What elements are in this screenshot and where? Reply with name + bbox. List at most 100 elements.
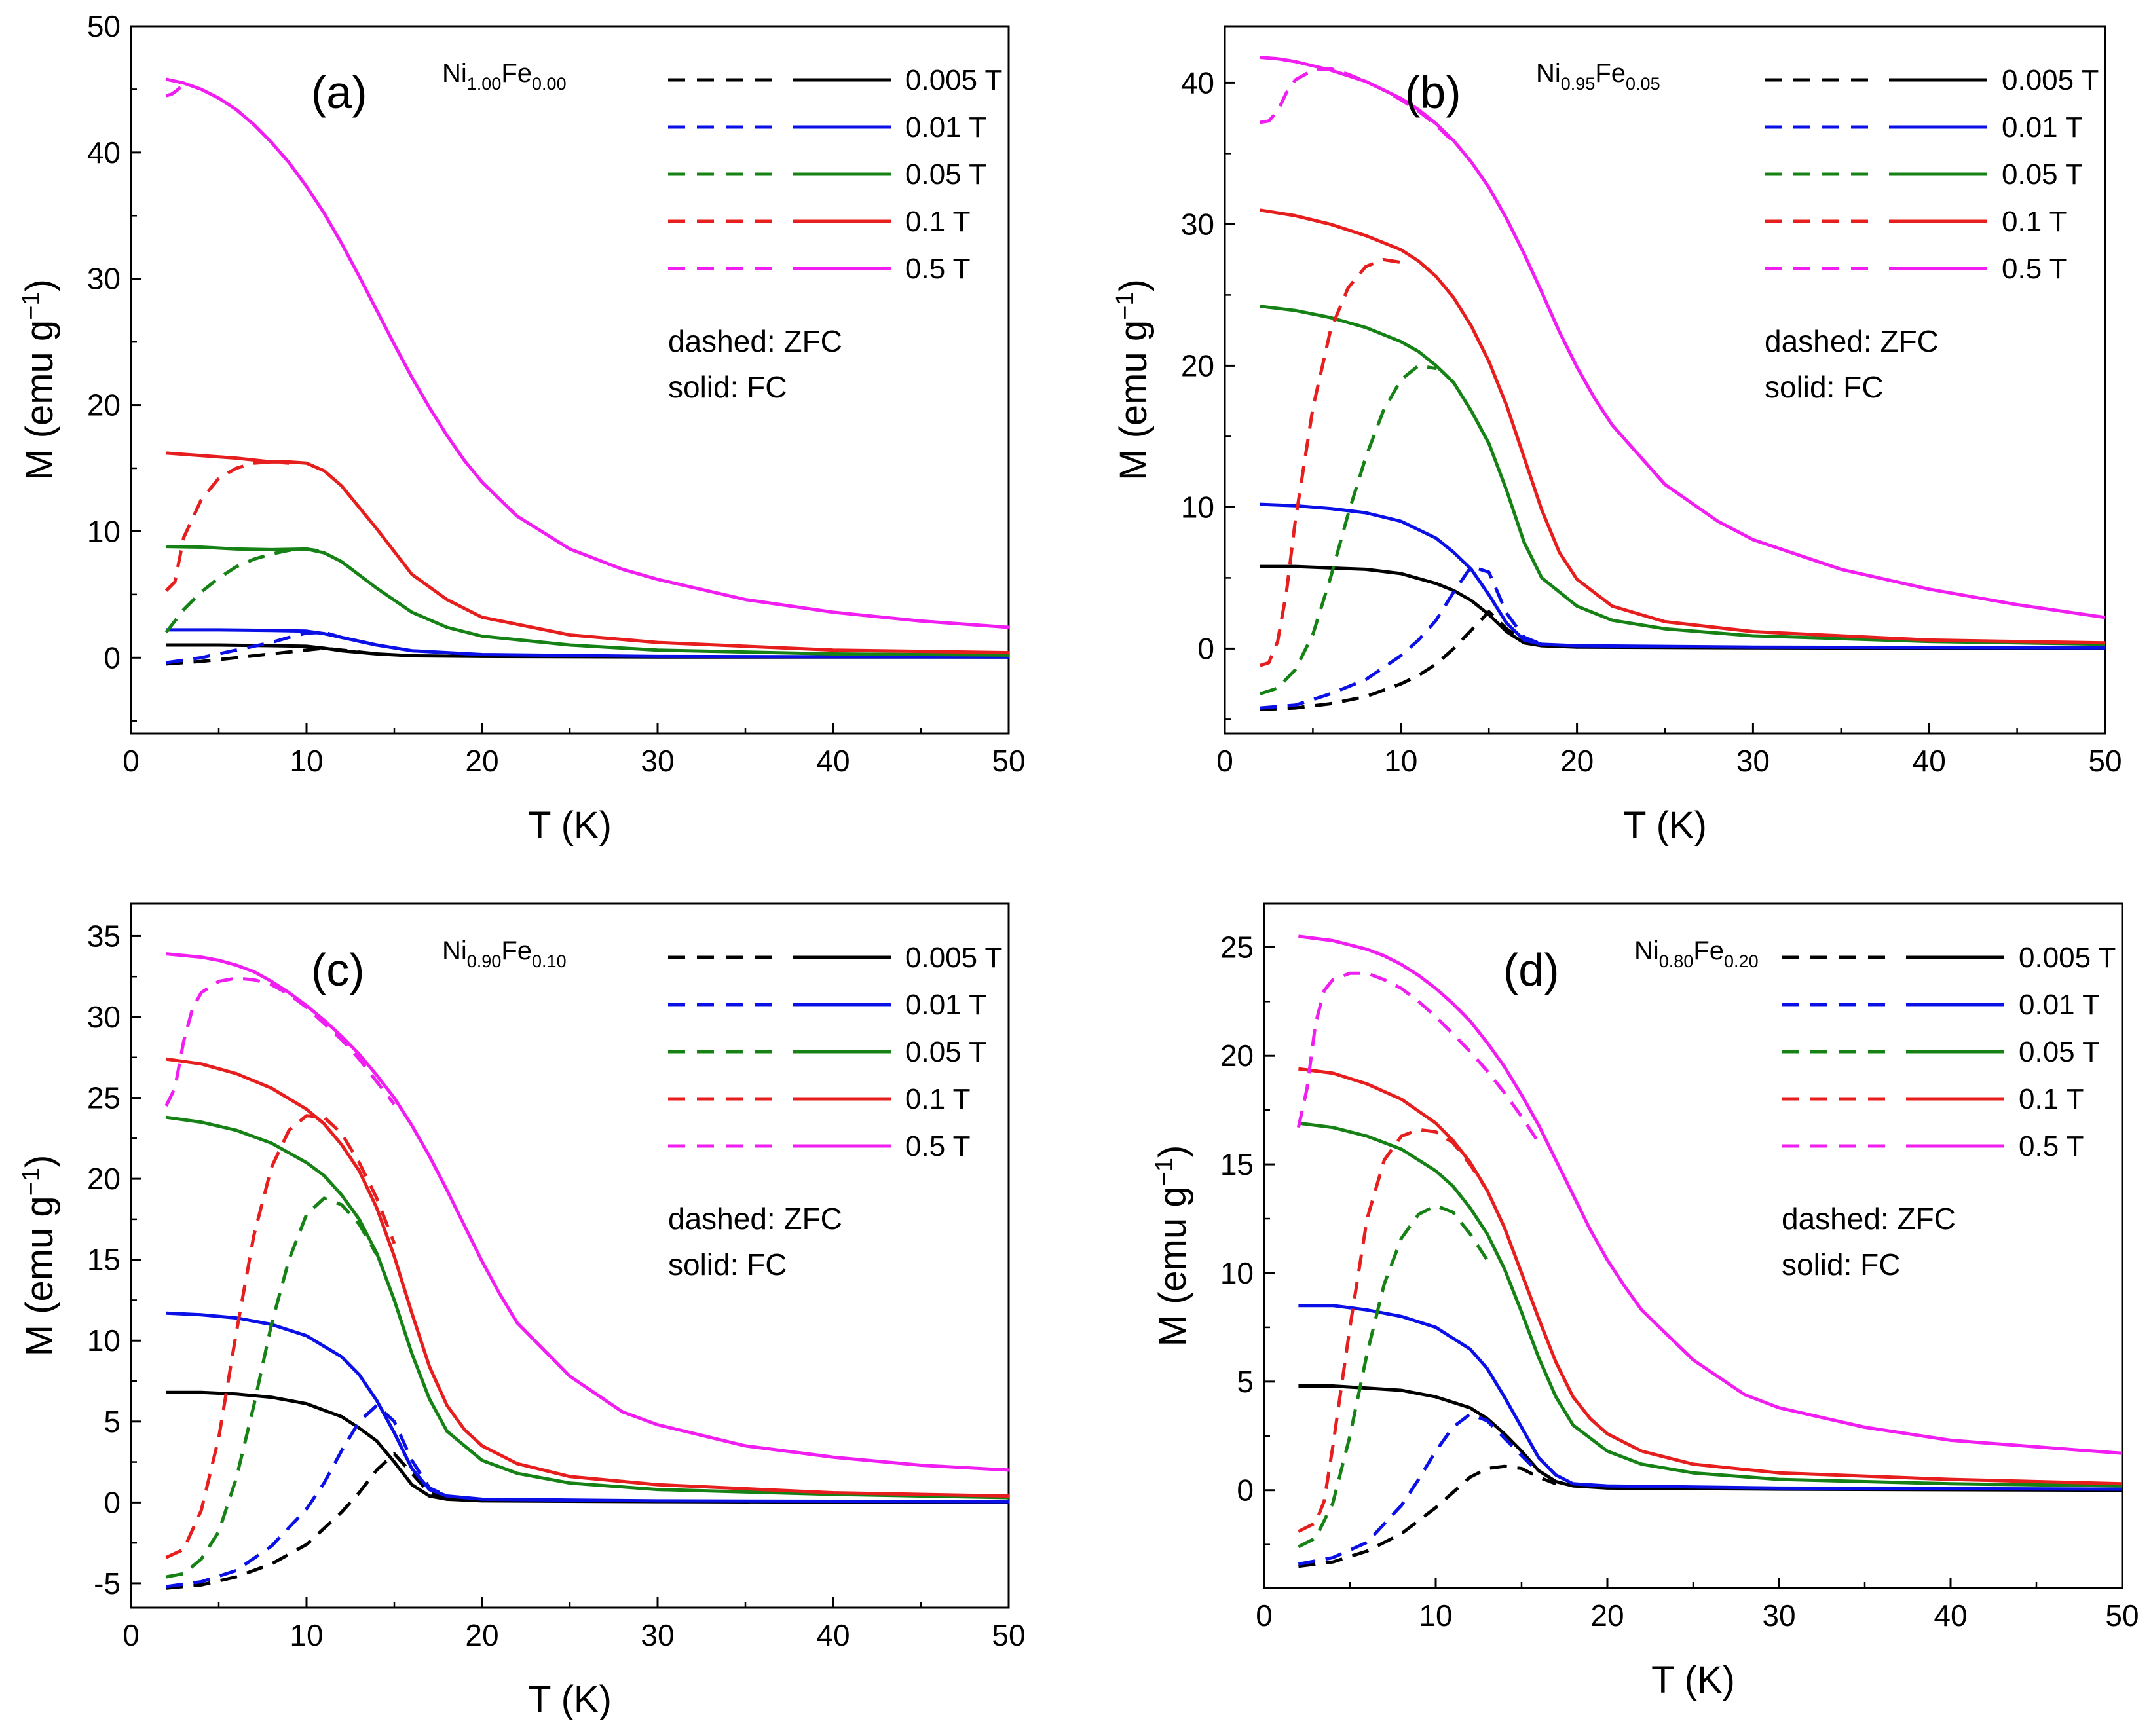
y-tick-label: -5 (94, 1566, 121, 1600)
legend-label: 0.01 T (2019, 989, 2100, 1021)
composition-ni: Ni (1634, 936, 1659, 965)
series-line-01T-zfc (1298, 1128, 1489, 1533)
legend-label: 0.01 T (2002, 111, 2083, 143)
x-tick-label: 50 (992, 1618, 1025, 1652)
series-line-005T-fc (1260, 305, 2106, 646)
panel-label: (b) (1405, 67, 1461, 118)
y-tick-label: 35 (87, 919, 121, 953)
x-tick-label: 20 (465, 1618, 498, 1652)
y-axis-label: M (emu g−1) (18, 1155, 61, 1357)
legend-label: 0.5 T (2019, 1130, 2084, 1162)
x-tick-label: 0 (1216, 744, 1233, 778)
series-line-001T-fc (166, 1311, 1009, 1504)
legend-label: 0.005 T (2019, 942, 2116, 974)
y-tick-label: 30 (1181, 207, 1214, 241)
x-axis-label: T (K) (528, 1678, 612, 1721)
legend-label: 0.01 T (905, 111, 986, 143)
x-tick-label: 10 (1384, 744, 1417, 778)
y-tick-label: 0 (103, 640, 121, 674)
y-tick-label: 5 (103, 1405, 121, 1439)
y-tick-label: 20 (1181, 348, 1214, 382)
y-tick-label: 10 (1181, 490, 1214, 524)
composition-label: Ni1.00Fe0.00 (442, 59, 567, 94)
y-axis-label-superscript: −1 (1151, 1158, 1178, 1186)
y-axis-label-superscript: −1 (18, 1168, 45, 1196)
series-line-005T-zfc (1260, 363, 1436, 695)
series-line-01T-fc (166, 451, 1009, 655)
x-tick-label: 30 (641, 744, 674, 778)
composition-label: Ni0.80Fe0.20 (1634, 936, 1759, 971)
legend-label: 0.1 T (905, 206, 970, 238)
series-line-05T-fc (166, 952, 1009, 1472)
series-line-001T-fc (1260, 502, 2106, 650)
composition-fe: Fe (501, 936, 532, 965)
series-line-001T-zfc (166, 1403, 448, 1589)
legend-label: 0.005 T (905, 64, 1002, 96)
series-line-005T-zfc (166, 1196, 379, 1579)
legend-label: 0.05 T (2002, 158, 2083, 191)
y-tick-label: 0 (1237, 1473, 1254, 1507)
legend-label: 0.1 T (2002, 206, 2067, 238)
composition-ni-sub: 0.95 (1561, 74, 1596, 94)
y-tick-label: 10 (1220, 1256, 1254, 1290)
composition-ni: Ni (1536, 59, 1561, 88)
composition-fe: Fe (1693, 936, 1724, 965)
y-axis-label-close: ) (1112, 279, 1155, 291)
x-tick-label: 40 (1934, 1598, 1967, 1633)
y-tick-label: 30 (87, 1000, 121, 1034)
y-axis-label-text: M (emu g (1112, 320, 1155, 481)
y-tick-label: 50 (87, 9, 121, 43)
x-tick-label: 50 (2088, 744, 2122, 778)
series-line-05T-fc (1298, 934, 2123, 1455)
x-tick-label: 10 (290, 744, 323, 778)
y-tick-label: 0 (103, 1485, 121, 1519)
legend-label: 0.5 T (905, 253, 970, 285)
legend-label: 0.1 T (2019, 1083, 2084, 1115)
x-tick-label: 20 (1560, 744, 1594, 778)
composition-fe-sub: 0.20 (1724, 951, 1759, 971)
legend-label: 0.05 T (2019, 1036, 2100, 1068)
composition-label: Ni0.95Fe0.05 (1536, 59, 1660, 94)
x-tick-label: 10 (1419, 1598, 1452, 1633)
series-line-005T-fc (166, 1115, 1009, 1500)
note-solid: solid: FC (1782, 1247, 1900, 1282)
panel-label: (c) (311, 944, 365, 995)
y-tick-label: 20 (87, 388, 121, 422)
x-tick-label: 20 (465, 744, 498, 778)
composition-ni-sub: 0.90 (467, 951, 502, 971)
x-tick-label: 0 (122, 744, 140, 778)
series-line-0005T-zfc (1260, 610, 1577, 711)
y-axis-label-text: M (emu g (18, 1196, 61, 1356)
series-line-005T-fc (1298, 1121, 2123, 1488)
legend-label: 0.05 T (905, 158, 986, 191)
x-axis-label: T (K) (1623, 804, 1707, 847)
y-axis-label-close: ) (18, 1155, 61, 1168)
x-tick-label: 50 (992, 744, 1025, 778)
x-tick-label: 10 (290, 1618, 323, 1652)
x-tick-label: 20 (1590, 1598, 1624, 1633)
x-tick-label: 40 (816, 1618, 850, 1652)
series-line-01T-zfc (164, 460, 290, 592)
composition-ni-sub: 1.00 (467, 74, 502, 94)
y-axis-label: M (emu g−1) (1112, 279, 1155, 481)
y-axis-label-superscript: −1 (18, 292, 45, 320)
y-tick-label: 20 (1220, 1039, 1254, 1073)
series-line-0005T-fc (166, 1390, 1009, 1504)
series-line-0005T-zfc (166, 1452, 448, 1590)
series-line-05T-zfc (164, 976, 396, 1107)
x-tick-label: 50 (2105, 1598, 2139, 1633)
note-dashed: dashed: ZFC (1765, 324, 1939, 358)
legend-label: 0.01 T (905, 989, 986, 1021)
series-line-01T-fc (1260, 208, 2106, 645)
series-line-05T-zfc (165, 83, 185, 98)
series-line-05T-fc (166, 77, 1009, 629)
y-axis-label-text: M (emu g (18, 320, 61, 481)
y-tick-label: 15 (87, 1243, 121, 1277)
x-tick-label: 30 (641, 1618, 674, 1652)
series-line-0005T-fc (1298, 1384, 2123, 1492)
y-tick-label: 5 (1237, 1365, 1254, 1399)
note-solid: solid: FC (1765, 370, 1883, 404)
x-tick-label: 0 (1256, 1598, 1273, 1633)
composition-label: Ni0.90Fe0.10 (442, 936, 567, 971)
